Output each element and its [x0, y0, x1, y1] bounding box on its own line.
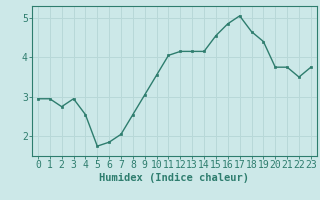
- X-axis label: Humidex (Indice chaleur): Humidex (Indice chaleur): [100, 173, 249, 183]
